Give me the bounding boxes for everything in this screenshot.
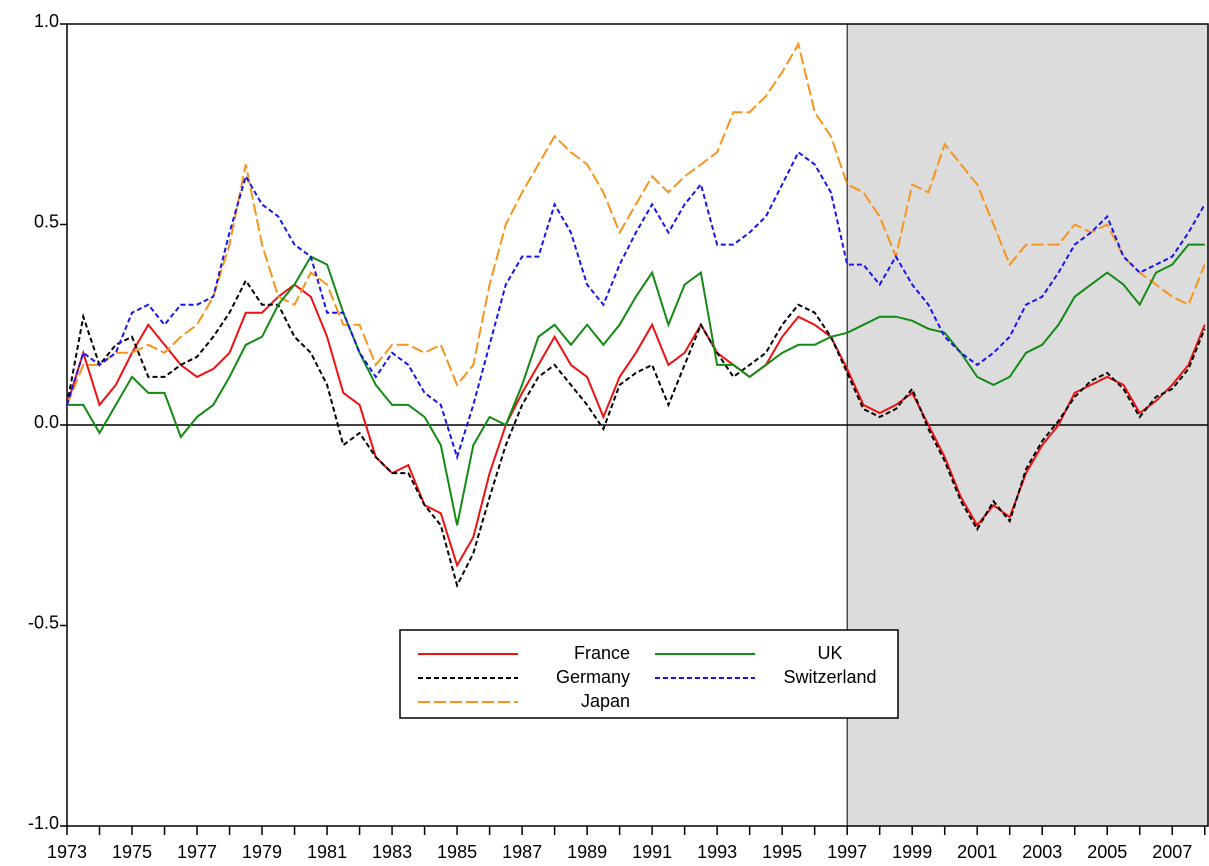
x-tick-label: 1977: [177, 842, 217, 862]
series-line: [66, 283, 1206, 568]
x-tick-label: 1985: [437, 842, 477, 862]
legend: France Germany Japan UK Switzerland: [399, 629, 899, 719]
y-tick-label: -0.5: [28, 612, 59, 632]
series-line: [66, 150, 1206, 461]
legend-label: Japan: [581, 691, 630, 711]
legend-box: [399, 629, 899, 719]
series-line: [67, 243, 1205, 526]
legend-label: UK: [817, 643, 842, 663]
x-tick-label: 1999: [892, 842, 932, 862]
y-tick-label: -1.0: [28, 813, 59, 833]
x-tick-label: 1997: [827, 842, 867, 862]
y-tick-label: 0.0: [34, 412, 59, 432]
y-tick-label: 1.0: [34, 11, 59, 31]
x-tick-label: 1983: [372, 842, 412, 862]
x-tick-label: 1979: [242, 842, 282, 862]
x-tick-label: 2003: [1022, 842, 1062, 862]
x-tick-label: 1995: [762, 842, 802, 862]
y-tick-label: 0.5: [34, 211, 59, 231]
x-tick-label: 2007: [1152, 842, 1192, 862]
x-tick-label: 2001: [957, 842, 997, 862]
x-tick-label: 1993: [697, 842, 737, 862]
x-tick-label: 1973: [47, 842, 87, 862]
x-tick-label: 1989: [567, 842, 607, 862]
legend-label: Germany: [556, 667, 630, 687]
series-line: [66, 41, 1206, 406]
x-tick-label: 2005: [1087, 842, 1127, 862]
x-tick-label: 1991: [632, 842, 672, 862]
legend-label: France: [574, 643, 630, 663]
x-tick-label: 1987: [502, 842, 542, 862]
x-tick-label: 1981: [307, 842, 347, 862]
x-tick-label: 1975: [112, 842, 152, 862]
legend-label: Switzerland: [783, 667, 876, 687]
series-line: [66, 278, 1206, 589]
